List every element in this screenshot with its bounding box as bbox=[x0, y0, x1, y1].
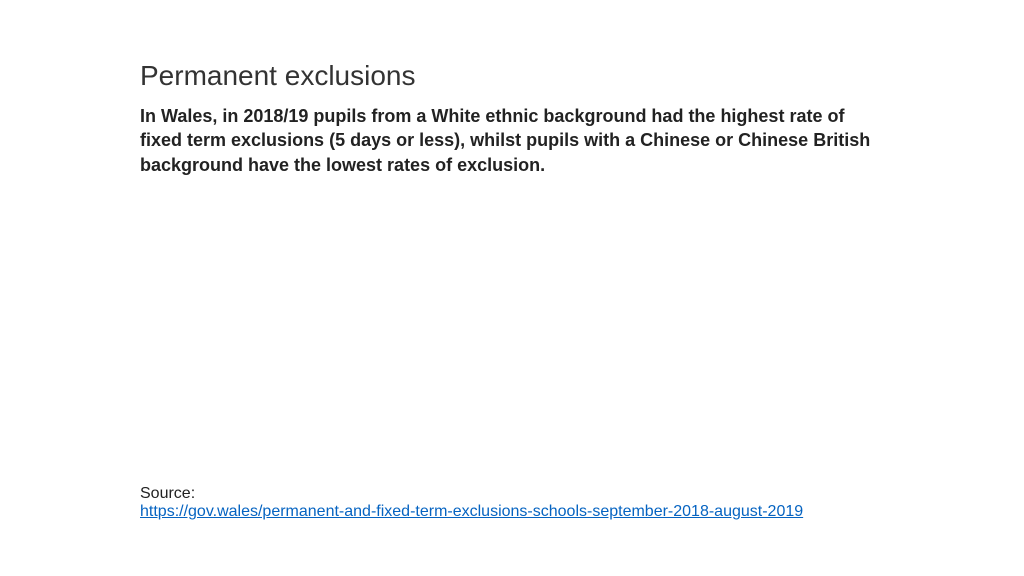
slide-title: Permanent exclusions bbox=[140, 60, 884, 92]
source-link[interactable]: https://gov.wales/permanent-and-fixed-te… bbox=[140, 503, 803, 520]
slide-body-text: In Wales, in 2018/19 pupils from a White… bbox=[140, 104, 884, 177]
source-label: Source: bbox=[140, 485, 884, 503]
source-block: Source: https://gov.wales/permanent-and-… bbox=[140, 485, 884, 521]
